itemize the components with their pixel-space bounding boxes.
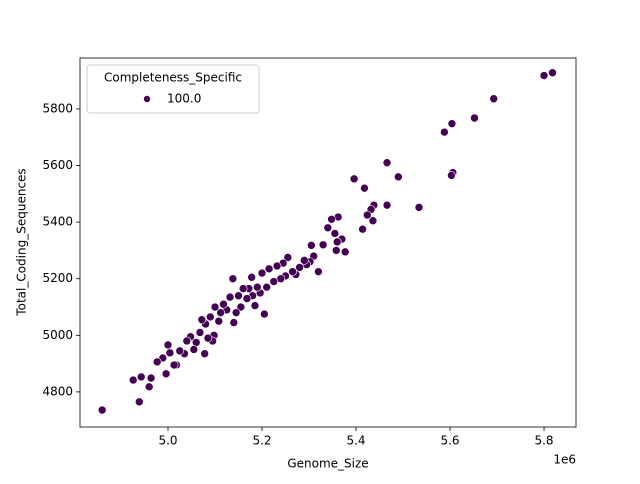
point (307, 241, 316, 250)
point (228, 274, 238, 284)
point (128, 375, 138, 385)
point (257, 268, 267, 278)
point (169, 360, 179, 370)
point (205, 312, 215, 322)
point (382, 158, 392, 168)
y-tick-label: 5800 (42, 101, 73, 115)
point (382, 200, 392, 210)
point (260, 309, 269, 319)
plot-frame (79, 57, 577, 428)
point (349, 174, 359, 184)
x-tick-label: 5.0 (158, 434, 177, 448)
y-tick-label: 5000 (42, 328, 73, 342)
y-tick-label: 4800 (42, 384, 73, 398)
legend-title: Completeness_Specific (104, 71, 242, 85)
point (327, 214, 336, 224)
point (136, 372, 146, 382)
point (362, 210, 372, 220)
point (144, 382, 154, 392)
point (340, 247, 350, 257)
point (200, 349, 209, 359)
x-offset-label: 1e6 (553, 453, 576, 467)
x-tick-label: 5.8 (534, 434, 553, 448)
point (163, 340, 173, 350)
point (330, 229, 340, 238)
point (358, 224, 367, 234)
point (440, 127, 449, 137)
point (152, 357, 162, 367)
point (161, 369, 171, 379)
point (219, 299, 228, 309)
point (470, 113, 479, 123)
point (216, 308, 225, 317)
point (135, 397, 144, 407)
y-tick-label: 5600 (42, 158, 73, 172)
point (283, 253, 293, 262)
point (247, 273, 256, 282)
point (203, 333, 213, 343)
legend-box (86, 64, 260, 114)
point (242, 294, 252, 303)
point (229, 318, 239, 327)
point (238, 284, 248, 293)
point (332, 237, 342, 247)
point (447, 119, 457, 128)
point (165, 348, 175, 358)
point (269, 277, 279, 286)
point (146, 373, 156, 383)
y-tick-label: 5200 (42, 271, 73, 285)
point (295, 263, 304, 272)
x-axis-label: Genome_Size (287, 457, 368, 471)
point (214, 316, 224, 326)
point (360, 183, 369, 193)
point (548, 68, 557, 78)
y-tick-label: 5400 (42, 215, 73, 229)
point (97, 405, 107, 415)
point (394, 172, 403, 182)
point (253, 282, 262, 292)
point (262, 282, 272, 292)
legend-label: 100.0 (167, 92, 201, 106)
point (225, 292, 235, 302)
point (197, 315, 207, 325)
point (489, 94, 499, 104)
point (234, 291, 243, 300)
point (189, 345, 199, 354)
point (272, 261, 282, 271)
point (236, 302, 246, 312)
point (231, 308, 241, 317)
x-tick-label: 5.6 (440, 434, 459, 448)
point (539, 71, 549, 80)
legend-marker (143, 95, 151, 103)
point (182, 336, 192, 346)
point (250, 301, 260, 310)
point (447, 171, 456, 180)
point (323, 223, 333, 233)
point (210, 302, 220, 312)
point (368, 216, 378, 226)
y-axis-label: Total_Coding_Sequences (15, 168, 29, 316)
point (314, 267, 323, 276)
x-tick-label: 5.2 (252, 434, 271, 448)
point (300, 256, 309, 265)
point (414, 203, 424, 212)
x-tick-label: 5.4 (346, 434, 365, 448)
point (288, 267, 297, 276)
point (318, 240, 328, 250)
point (175, 346, 185, 356)
point (264, 264, 274, 274)
point (331, 246, 341, 255)
point (195, 328, 205, 337)
